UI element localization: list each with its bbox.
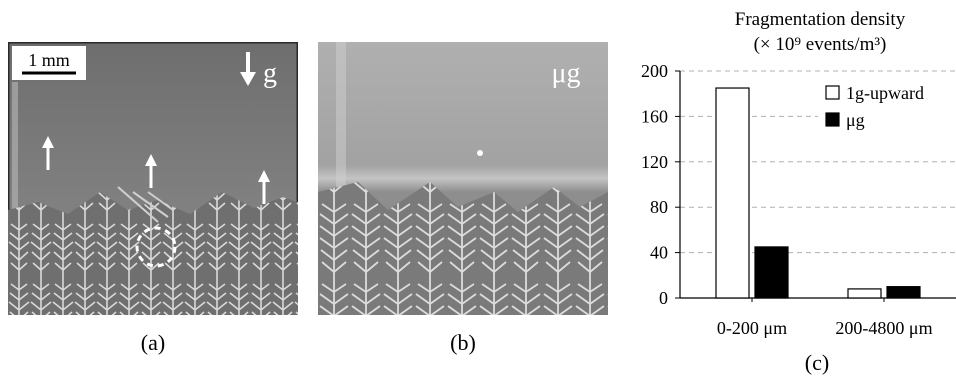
panel-a-caption: (a) xyxy=(140,330,166,355)
y-tick-label: 40 xyxy=(650,243,668,263)
highlight-circle xyxy=(135,226,177,268)
legend-box xyxy=(818,82,956,140)
gravity-down-arrow-icon xyxy=(240,52,256,86)
chart-title: Fragmentation density xyxy=(734,9,906,30)
y-tick-label: 0 xyxy=(659,288,668,308)
up-arrow-icon xyxy=(42,136,54,170)
y-tick-label: 200 xyxy=(641,61,668,81)
dendrite-region-a xyxy=(8,186,298,315)
gravity-label-b: μg xyxy=(551,58,580,89)
y-tick-label: 160 xyxy=(641,106,668,126)
legend-label: μg xyxy=(846,110,865,130)
legend: 1g-upward μg xyxy=(818,82,956,140)
legend-swatch xyxy=(825,112,840,127)
panel-c-caption: (c) xyxy=(804,350,830,375)
legend-swatch xyxy=(825,85,840,100)
y-tick-label: 120 xyxy=(641,152,668,172)
up-arrow-icon xyxy=(258,170,270,204)
bubble xyxy=(477,150,483,156)
scale-bar-label: 1 mm xyxy=(28,50,70,70)
bar xyxy=(847,288,882,299)
bar xyxy=(754,246,789,299)
dendrite-region-b xyxy=(318,182,608,315)
gravity-label-a: g xyxy=(263,58,277,89)
bars xyxy=(715,87,921,299)
legend-label: 1g-upward xyxy=(846,83,924,103)
tick-labels: 0 40 80 120 160 200 0-200 μm 200-4800 μm xyxy=(641,61,933,338)
photo-panel-a: 1 mm g xyxy=(8,42,298,315)
x-tick-label: 200-4800 μm xyxy=(835,318,932,338)
y-tick-label: 80 xyxy=(650,197,668,217)
up-arrow-icon xyxy=(145,154,157,188)
photo-panel-b: μg xyxy=(318,42,608,315)
x-tick-label: 0-200 μm xyxy=(717,318,787,338)
bar xyxy=(715,87,750,299)
panel-b-caption: (b) xyxy=(450,330,476,355)
chart-subtitle: (× 10⁹ events/m³) xyxy=(753,34,887,55)
bar xyxy=(886,286,921,299)
